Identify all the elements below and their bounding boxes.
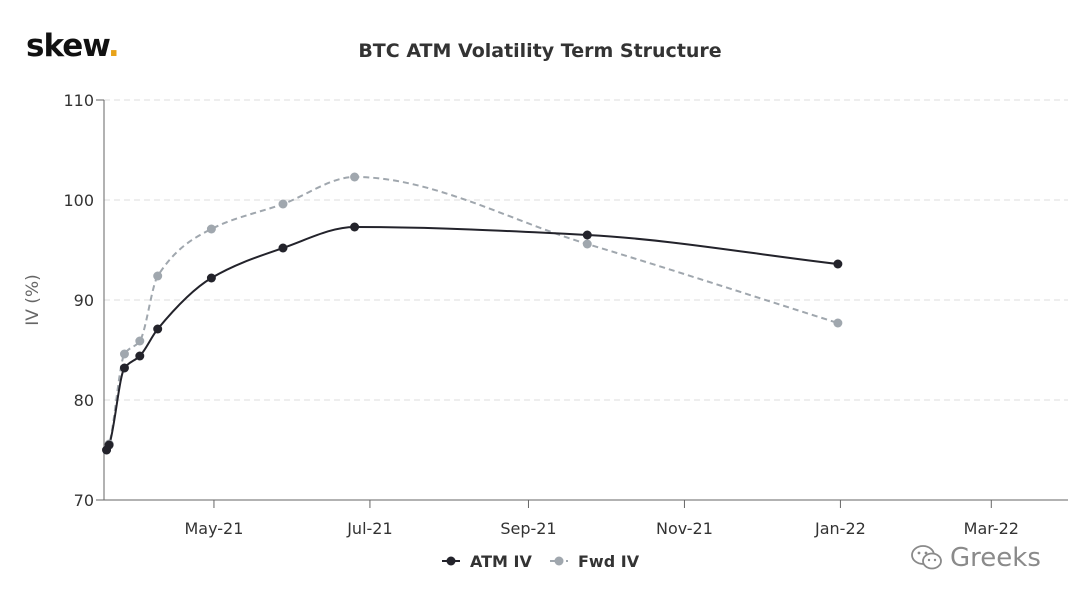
legend-label: ATM IV bbox=[470, 552, 533, 571]
data-point-atm-iv bbox=[153, 324, 163, 334]
x-tick-label: Mar-22 bbox=[964, 519, 1019, 538]
data-point-atm-iv bbox=[582, 230, 592, 240]
data-point-fwd-iv bbox=[278, 199, 288, 209]
watermark: Greeks bbox=[910, 543, 1041, 573]
data-point-atm-iv bbox=[350, 222, 360, 232]
grid-lines bbox=[104, 99, 1068, 401]
y-tick-label: 70 bbox=[74, 491, 94, 510]
data-point-fwd-iv bbox=[119, 349, 129, 359]
x-tick-label: Sep-21 bbox=[500, 519, 556, 538]
legend-swatch-marker bbox=[446, 556, 456, 566]
series-points bbox=[102, 172, 843, 455]
y-tick-label: 100 bbox=[63, 191, 94, 210]
legend-item-fwd-iv[interactable]: Fwd IV bbox=[550, 552, 640, 571]
chart-title: BTC ATM Volatility Term Structure bbox=[358, 40, 722, 62]
wechat-icon bbox=[911, 545, 942, 570]
series-lines bbox=[105, 175, 839, 451]
legend-label: Fwd IV bbox=[578, 552, 640, 571]
x-tick-label: Jul-21 bbox=[346, 519, 392, 538]
logo-text: skew bbox=[26, 28, 109, 64]
data-point-atm-iv bbox=[104, 440, 114, 450]
data-point-atm-iv bbox=[833, 259, 843, 269]
skew-logo: skew. bbox=[26, 28, 120, 64]
data-point-fwd-iv bbox=[582, 239, 592, 249]
y-tick-label: 90 bbox=[74, 291, 94, 310]
x-tick-label: Jan-22 bbox=[814, 519, 866, 538]
data-point-fwd-iv bbox=[206, 224, 216, 234]
data-point-atm-iv bbox=[135, 351, 145, 361]
data-point-atm-iv bbox=[278, 243, 288, 253]
legend-swatch-marker bbox=[554, 556, 564, 566]
data-point-fwd-iv bbox=[135, 336, 145, 346]
data-point-atm-iv bbox=[119, 363, 129, 373]
x-tick-label: Nov-21 bbox=[656, 519, 713, 538]
y-tick-label: 110 bbox=[63, 91, 94, 110]
data-point-fwd-iv bbox=[833, 318, 843, 328]
series-line-fwd-iv bbox=[105, 175, 839, 451]
data-point-atm-iv bbox=[206, 273, 216, 283]
y-tick-label: 80 bbox=[74, 391, 94, 410]
data-point-fwd-iv bbox=[350, 172, 360, 182]
axes: 70 80 90 100 110 May-21 Jul-21 Sep-21 Nov-21 Jan-… bbox=[23, 91, 1068, 538]
y-axis-title: IV (%) bbox=[23, 274, 43, 325]
legend-item-atm-iv[interactable]: ATM IV bbox=[442, 552, 533, 571]
data-point-fwd-iv bbox=[153, 271, 163, 281]
series-line-atm-iv bbox=[105, 225, 838, 451]
logo-dot: . bbox=[107, 28, 120, 64]
watermark-text: Greeks bbox=[950, 543, 1041, 573]
x-tick-label: May-21 bbox=[184, 519, 243, 538]
legend[interactable]: ATM IV Fwd IV bbox=[442, 552, 640, 571]
